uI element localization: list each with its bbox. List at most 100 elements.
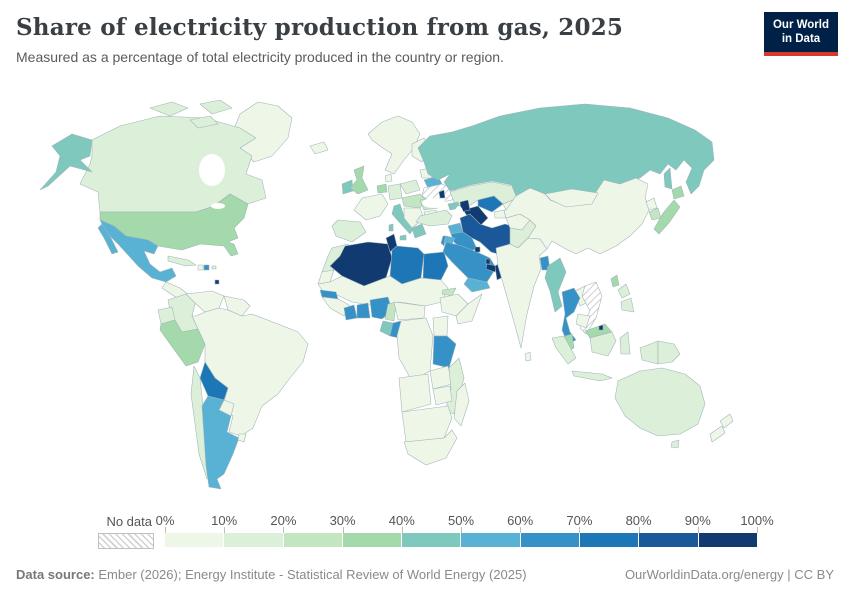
country-turkey[interactable] (415, 209, 453, 227)
legend-tick-0 (165, 527, 166, 533)
country-cuba[interactable] (167, 255, 197, 267)
country-russia[interactable] (417, 103, 715, 205)
country-somalia[interactable] (455, 293, 483, 325)
country-israel[interactable] (440, 235, 447, 247)
country-indonesia-sulawesi[interactable] (619, 331, 631, 355)
country-saudi-arabia[interactable] (442, 241, 497, 283)
country-argentina[interactable] (201, 395, 240, 490)
legend-segment-2[interactable] (283, 533, 343, 547)
country-canada-arctic-2[interactable] (199, 99, 233, 115)
country-canada-arctic-1[interactable] (149, 101, 189, 117)
country-moldova[interactable] (438, 189, 446, 199)
country-canada[interactable] (79, 115, 267, 213)
country-south-africa[interactable] (403, 429, 458, 466)
legend-segment-1[interactable] (224, 533, 284, 547)
region-balkans[interactable] (403, 207, 425, 229)
country-greece[interactable] (411, 223, 427, 239)
country-tanzania[interactable] (432, 335, 457, 369)
great-lakes (211, 203, 225, 209)
region-benelux[interactable] (376, 183, 388, 194)
country-puerto-rico[interactable] (211, 265, 217, 270)
country-canada-arctic-3[interactable] (189, 115, 219, 129)
country-denmark[interactable] (384, 173, 393, 183)
legend-segment-5[interactable] (461, 533, 521, 547)
country-kenya[interactable] (432, 315, 449, 337)
country-japan-hokkaido[interactable] (671, 185, 685, 200)
legend-segment-9[interactable] (698, 533, 757, 547)
country-germany[interactable] (387, 183, 403, 201)
legend-segment-4[interactable] (402, 533, 462, 547)
country-new-zealand-south[interactable] (709, 425, 726, 443)
country-indonesia-java[interactable] (571, 370, 613, 382)
region-namibia-botswana[interactable] (401, 405, 453, 443)
country-ireland[interactable] (341, 179, 354, 195)
country-cambodia[interactable] (575, 313, 591, 329)
country-dominican-republic[interactable] (203, 264, 210, 271)
country-philippines-luzon[interactable] (617, 283, 631, 299)
country-madagascar[interactable] (453, 382, 470, 427)
country-philippines-south[interactable] (620, 297, 635, 313)
country-north-korea[interactable] (645, 197, 658, 211)
country-india[interactable] (495, 237, 548, 349)
legend-tick-6 (520, 527, 522, 533)
legend-segment-3[interactable] (342, 533, 403, 547)
country-drc[interactable] (396, 317, 434, 382)
country-sri-lanka[interactable] (524, 351, 532, 362)
country-indonesia-papua[interactable] (639, 340, 659, 365)
country-taiwan[interactable] (610, 274, 620, 288)
country-poland[interactable] (399, 179, 421, 195)
country-libya[interactable] (389, 245, 425, 285)
country-uruguay[interactable] (237, 433, 247, 443)
legend-segment-7[interactable] (580, 533, 640, 547)
country-uzbekistan[interactable] (477, 195, 504, 213)
legend-tick-label-2: 20% (270, 513, 297, 528)
country-zimbabwe[interactable] (432, 385, 453, 406)
owid-logo[interactable]: Our World in Data (764, 12, 838, 56)
country-brunei[interactable] (598, 324, 604, 331)
country-japan-honshu[interactable] (653, 199, 681, 235)
country-myanmar[interactable] (544, 257, 567, 313)
country-france[interactable] (353, 193, 389, 221)
legend-color-bar (165, 533, 757, 547)
country-iceland[interactable] (309, 141, 329, 155)
region-iberia[interactable] (331, 219, 367, 243)
country-trinidad-and-tobago[interactable] (214, 279, 220, 285)
country-alaska[interactable] (39, 133, 93, 191)
country-australia-tasmania[interactable] (670, 439, 680, 449)
country-yemen[interactable] (463, 277, 491, 293)
country-egypt[interactable] (422, 251, 449, 281)
country-united-kingdom[interactable] (349, 165, 369, 195)
country-mexico[interactable] (99, 219, 177, 283)
country-mexico-baja[interactable] (97, 223, 119, 255)
region-scandinavia[interactable] (367, 115, 421, 175)
country-ghana[interactable] (356, 302, 371, 319)
country-haiti[interactable] (197, 264, 204, 271)
legend-segment-0[interactable] (165, 533, 225, 547)
country-zambia[interactable] (429, 365, 453, 390)
country-papua-new-guinea[interactable] (657, 340, 681, 365)
country-thailand[interactable] (561, 287, 581, 345)
country-united-arab-emirates[interactable] (485, 263, 498, 273)
world-map (0, 86, 850, 510)
country-russia-sakhalin[interactable] (663, 167, 673, 190)
country-kuwait[interactable] (474, 246, 481, 253)
country-angola[interactable] (398, 373, 432, 413)
country-indonesia-kalimantan[interactable] (589, 331, 617, 357)
black-sea (422, 198, 446, 208)
country-italy-sardinia[interactable] (388, 223, 394, 232)
region-sahel[interactable] (317, 275, 449, 307)
no-data-swatch[interactable] (98, 533, 154, 549)
country-indonesia-sumatra[interactable] (551, 335, 577, 365)
country-australia[interactable] (614, 367, 706, 437)
owid-link[interactable]: OurWorldinData.org/energy | CC BY (624, 567, 834, 582)
country-mongolia[interactable] (544, 188, 599, 208)
country-new-zealand-north[interactable] (719, 413, 734, 429)
legend-segment-8[interactable] (639, 533, 699, 547)
country-italy-sicily[interactable] (399, 234, 407, 241)
country-italy[interactable] (391, 203, 415, 235)
legend-segment-6[interactable] (520, 533, 581, 547)
country-qatar[interactable] (485, 258, 491, 265)
country-cote-divoire[interactable] (343, 304, 358, 321)
country-cameroon[interactable] (384, 301, 397, 322)
country-peru[interactable] (159, 319, 206, 367)
